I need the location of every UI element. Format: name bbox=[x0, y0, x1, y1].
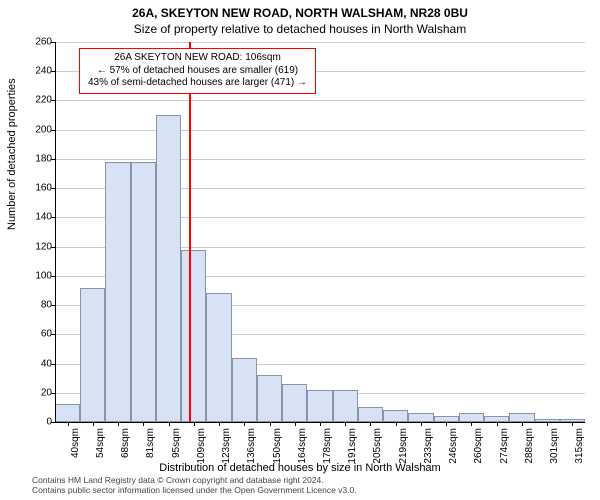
chart-subtitle: Size of property relative to detached ho… bbox=[0, 20, 600, 36]
histogram-bar bbox=[232, 358, 257, 422]
x-tick-mark bbox=[244, 422, 245, 426]
y-tick-label: 40 bbox=[22, 358, 52, 369]
histogram-bar bbox=[333, 390, 358, 422]
y-tick-mark bbox=[51, 130, 55, 131]
x-tick-mark bbox=[370, 422, 371, 426]
x-tick-mark bbox=[572, 422, 573, 426]
footer-line-2: Contains public sector information licen… bbox=[32, 486, 357, 496]
y-tick-mark bbox=[51, 276, 55, 277]
y-tick-label: 20 bbox=[22, 387, 52, 398]
histogram-bar bbox=[307, 390, 332, 422]
x-tick-mark bbox=[396, 422, 397, 426]
x-tick-mark bbox=[497, 422, 498, 426]
y-tick-label: 160 bbox=[22, 183, 52, 194]
histogram-bar bbox=[358, 407, 383, 422]
reference-marker-line bbox=[189, 42, 191, 422]
x-tick-mark bbox=[93, 422, 94, 426]
histogram-bar bbox=[105, 162, 130, 422]
histogram-bar bbox=[206, 293, 231, 422]
y-tick-mark bbox=[51, 188, 55, 189]
chart-title: 26A, SKEYTON NEW ROAD, NORTH WALSHAM, NR… bbox=[0, 0, 600, 20]
histogram-bar bbox=[408, 413, 433, 422]
histogram-bar bbox=[181, 250, 206, 422]
histogram-bar bbox=[383, 410, 408, 422]
y-tick-mark bbox=[51, 100, 55, 101]
gridline bbox=[55, 42, 585, 43]
x-tick-mark bbox=[345, 422, 346, 426]
histogram-bar bbox=[282, 384, 307, 422]
y-tick-mark bbox=[51, 422, 55, 423]
x-tick-mark bbox=[219, 422, 220, 426]
x-tick-mark bbox=[522, 422, 523, 426]
annotation-line-2: ← 57% of detached houses are smaller (61… bbox=[88, 65, 307, 78]
x-axis-label: Distribution of detached houses by size … bbox=[0, 462, 600, 474]
y-tick-label: 0 bbox=[22, 417, 52, 428]
gridline bbox=[55, 130, 585, 131]
x-tick-mark bbox=[471, 422, 472, 426]
y-tick-mark bbox=[51, 305, 55, 306]
annotation-line-1: 26A SKEYTON NEW ROAD: 106sqm bbox=[88, 52, 307, 65]
histogram-bar bbox=[257, 375, 282, 422]
histogram-bar bbox=[55, 404, 80, 422]
x-tick-mark bbox=[446, 422, 447, 426]
y-tick-label: 180 bbox=[22, 153, 52, 164]
y-tick-label: 220 bbox=[22, 95, 52, 106]
y-tick-label: 260 bbox=[22, 37, 52, 48]
x-tick-mark bbox=[421, 422, 422, 426]
y-tick-mark bbox=[51, 393, 55, 394]
x-tick-mark bbox=[295, 422, 296, 426]
y-tick-mark bbox=[51, 159, 55, 160]
x-tick-mark bbox=[270, 422, 271, 426]
histogram-chart: 26A, SKEYTON NEW ROAD, NORTH WALSHAM, NR… bbox=[0, 0, 600, 500]
y-tick-label: 120 bbox=[22, 241, 52, 252]
y-tick-mark bbox=[51, 247, 55, 248]
gridline bbox=[55, 159, 585, 160]
gridline bbox=[55, 100, 585, 101]
y-tick-label: 100 bbox=[22, 270, 52, 281]
histogram-bar bbox=[509, 413, 534, 422]
x-tick-mark bbox=[320, 422, 321, 426]
y-axis-line bbox=[55, 42, 56, 422]
histogram-bar bbox=[80, 288, 105, 422]
y-tick-mark bbox=[51, 334, 55, 335]
footer-attribution: Contains HM Land Registry data © Crown c… bbox=[32, 476, 357, 496]
y-tick-mark bbox=[51, 364, 55, 365]
x-tick-mark bbox=[169, 422, 170, 426]
y-axis-label: Number of detached properties bbox=[6, 78, 18, 230]
histogram-bar bbox=[459, 413, 484, 422]
plot-area bbox=[55, 42, 585, 422]
histogram-bar bbox=[156, 115, 181, 422]
y-tick-label: 240 bbox=[22, 66, 52, 77]
histogram-bar bbox=[131, 162, 156, 422]
annotation-line-3: 43% of semi-detached houses are larger (… bbox=[88, 77, 307, 90]
y-tick-label: 80 bbox=[22, 300, 52, 311]
annotation-box: 26A SKEYTON NEW ROAD: 106sqm ← 57% of de… bbox=[79, 48, 316, 94]
x-tick-mark bbox=[547, 422, 548, 426]
y-tick-mark bbox=[51, 71, 55, 72]
x-tick-mark bbox=[68, 422, 69, 426]
x-tick-mark bbox=[118, 422, 119, 426]
y-tick-mark bbox=[51, 217, 55, 218]
x-tick-mark bbox=[143, 422, 144, 426]
x-tick-mark bbox=[194, 422, 195, 426]
y-tick-label: 60 bbox=[22, 329, 52, 340]
y-tick-mark bbox=[51, 42, 55, 43]
y-tick-label: 140 bbox=[22, 212, 52, 223]
y-tick-label: 200 bbox=[22, 124, 52, 135]
